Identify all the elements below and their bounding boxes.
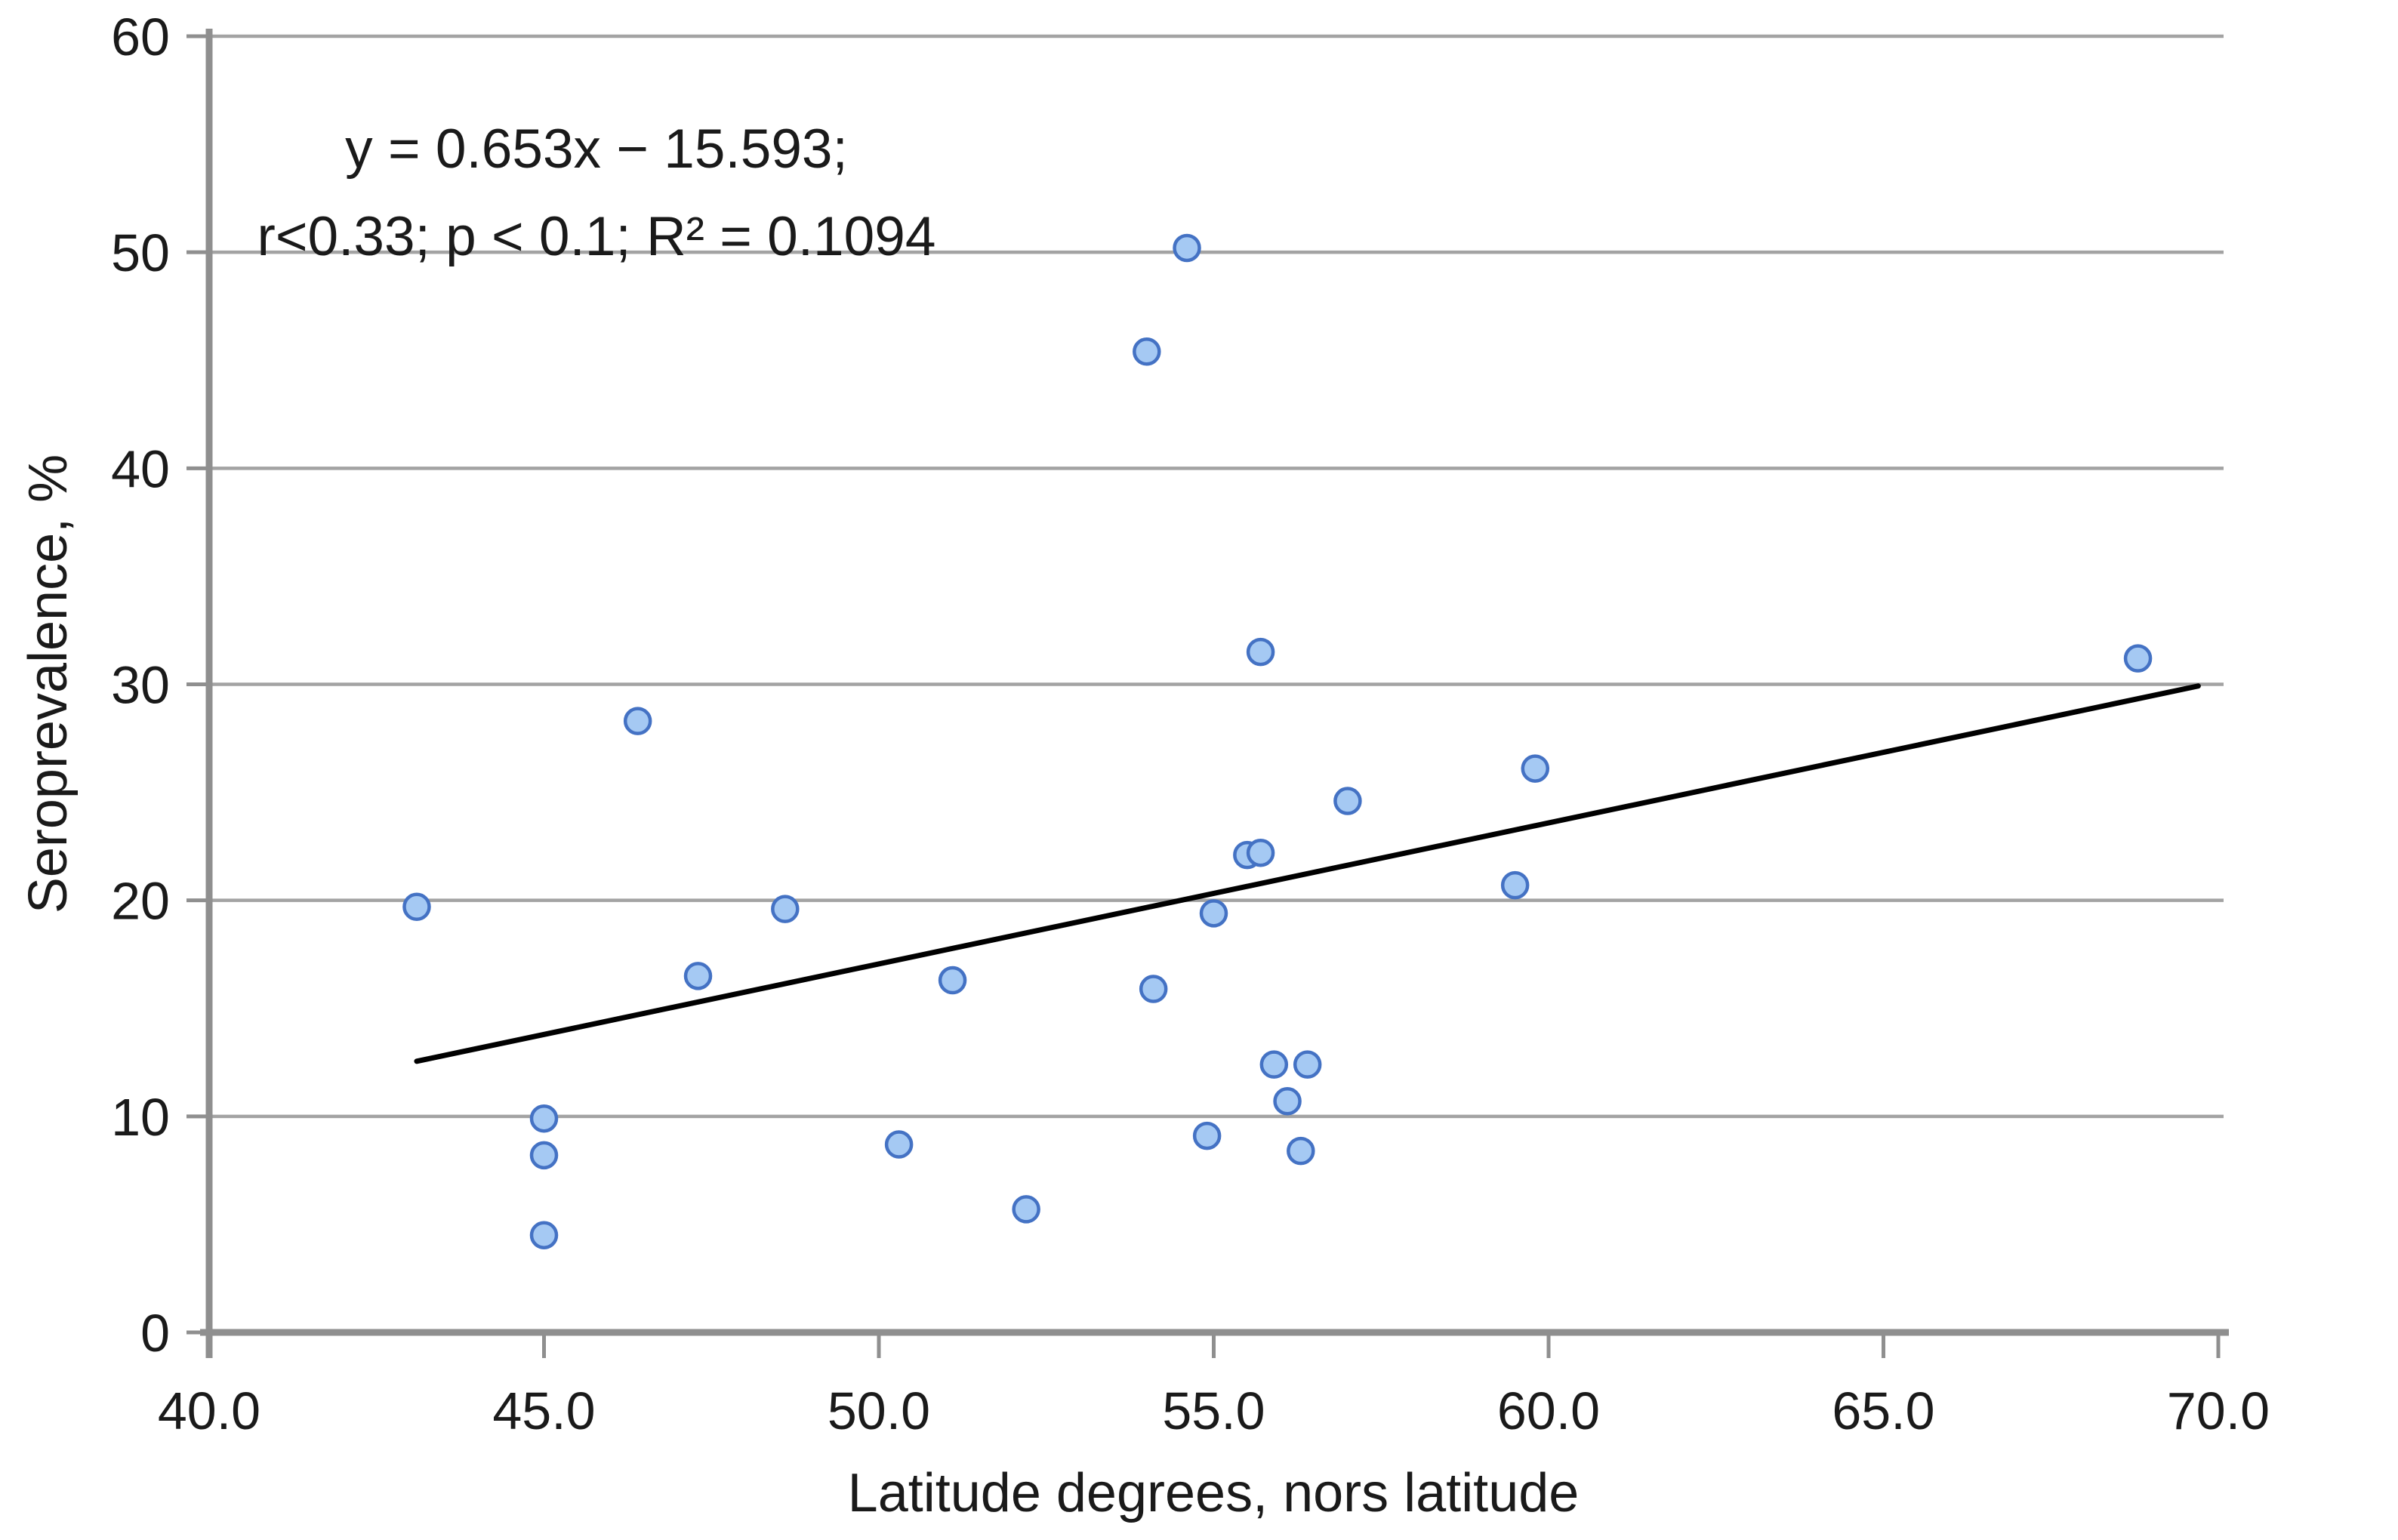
y-tick-label-50: 50 — [111, 223, 170, 282]
data-point — [1500, 870, 1530, 900]
data-point — [683, 962, 713, 990]
data-points-group — [402, 233, 2153, 1249]
regression-trendline — [414, 683, 2201, 1064]
y-tick-label-0: 0 — [140, 1304, 170, 1363]
data-point — [1287, 1136, 1315, 1166]
y-tick-label-40: 40 — [111, 439, 170, 498]
data-point — [1521, 754, 1550, 783]
data-point — [529, 1141, 559, 1170]
y-tick-label-10: 10 — [111, 1088, 170, 1147]
data-point — [1293, 1050, 1322, 1079]
data-point — [884, 1130, 914, 1159]
y-tick-label-60: 60 — [111, 8, 170, 66]
y-tick-label-30: 30 — [111, 656, 170, 715]
trendline-group — [414, 683, 2201, 1064]
data-point — [529, 1104, 559, 1133]
x-tick-label-60.0: 60.0 — [1497, 1381, 1600, 1440]
data-point — [1259, 1050, 1289, 1079]
data-point — [1333, 787, 1362, 815]
gridlines-group — [209, 34, 2224, 1119]
data-point — [1173, 233, 1201, 263]
data-point — [1139, 975, 1168, 1003]
x-tick-labels-group: 40.0 45.0 50.0 55.0 60.0 65.0 70.0 — [158, 1381, 2270, 1440]
x-axis-title: Latitude degrees, nors latitude — [848, 1463, 1580, 1523]
data-point — [1273, 1087, 1302, 1116]
x-tick-label-50.0: 50.0 — [828, 1381, 930, 1440]
data-point — [2123, 644, 2153, 673]
data-point — [771, 895, 800, 923]
data-point — [623, 707, 652, 735]
y-axis-title: Seroprevalence, % — [18, 454, 79, 913]
data-point — [938, 966, 967, 995]
data-point — [1246, 838, 1275, 867]
x-tick-label-55.0: 55.0 — [1162, 1381, 1265, 1440]
data-point — [1199, 899, 1228, 928]
y-tick-labels-group: 0 10 20 30 40 50 60 — [111, 8, 170, 1363]
x-tick-label-45.0: 45.0 — [492, 1381, 595, 1440]
data-point — [1246, 637, 1275, 667]
y-tick-label-20: 20 — [111, 872, 170, 931]
x-tick-label-65.0: 65.0 — [1832, 1381, 1934, 1440]
regression-annotation-line-1: y = 0.653x − 15.593; — [345, 119, 848, 180]
data-point — [402, 892, 431, 922]
data-point — [529, 1221, 559, 1249]
data-point — [1192, 1121, 1222, 1150]
data-point — [1133, 337, 1161, 366]
tick-marks-group — [186, 34, 2221, 1358]
x-tick-label-40.0: 40.0 — [158, 1381, 260, 1440]
data-point — [1012, 1195, 1040, 1224]
regression-annotation-line-2: r<0.33; p < 0.1; R² = 0.1094 — [257, 206, 936, 267]
x-tick-label-70.0: 70.0 — [2167, 1381, 2270, 1440]
